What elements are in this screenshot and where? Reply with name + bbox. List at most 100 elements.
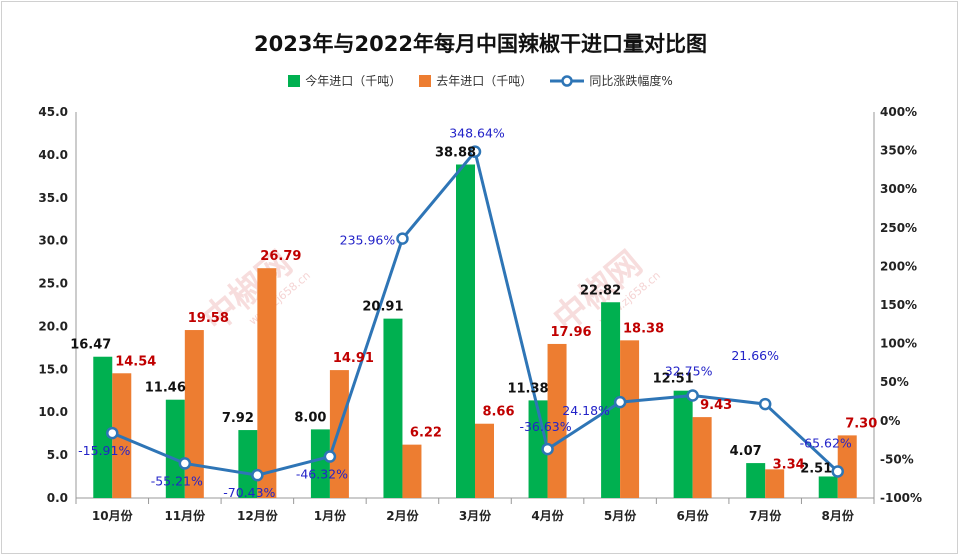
y-left-tick-label: 10.0 [38,405,68,419]
x-category-label: 11月份 [164,508,206,523]
bar-previous [837,435,857,498]
bar-current [456,164,475,498]
bar-previous [620,340,640,498]
bar-previous [257,268,277,498]
data-label-previous: 6.22 [410,426,442,441]
y-right-tick-label: 400% [880,105,917,119]
data-label-previous: 19.58 [188,311,229,326]
bar-current [601,302,621,498]
data-label-current: 38.88 [435,145,476,160]
data-label-previous: 18.38 [623,321,664,336]
bar-current [93,356,113,498]
bar-current [310,429,330,498]
y-left-tick-label: 25.0 [38,277,68,291]
bar-previous [547,343,567,498]
y-right-tick-label: 250% [880,221,917,235]
yoy-point [323,450,337,463]
data-label-yoy: -15.91% [78,443,130,458]
yoy-point [758,397,772,411]
yoy-point [251,468,264,482]
data-label-yoy: 348.64% [449,126,505,141]
data-label-yoy: -55.21% [151,473,203,488]
x-category-label: 12月份 [237,508,279,523]
data-label-current: 12.51 [653,372,694,387]
data-label-yoy: -65.62% [800,435,852,450]
x-category-label: 8月份 [822,508,855,523]
legend-item-previous: 去年进口（千吨） [419,72,532,89]
y-left-tick-label: 20.0 [38,319,68,333]
chart-title: 2023年与2022年每月中国辣椒干进口量对比图 [254,32,707,56]
y-right-tick-label: 350% [880,144,917,158]
yoy-point [468,145,482,158]
x-category-label: 5月份 [604,508,637,523]
y-right-tick-label: 50% [880,375,909,389]
yoy-point [396,232,409,245]
data-label-previous: 7.30 [845,416,877,431]
legend-item-current: 今年进口（千吨） [288,72,401,89]
legend-item-yoy: 同比涨跌幅度% [550,72,673,89]
bar-previous [329,370,349,498]
y-right-tick-label: -50% [880,452,914,466]
y-left-tick-label: 15.0 [38,362,68,376]
y-right-tick-label: 300% [880,182,917,196]
y-left-tick-label: 35.0 [38,191,68,205]
bar-previous [765,469,785,498]
yoy-point [178,457,192,470]
data-label-previous: 3.34 [773,457,805,472]
bar-previous [692,417,712,498]
data-label-previous: 14.54 [115,354,156,369]
y-left-tick-label: 0.0 [47,491,68,505]
yoy-point [106,426,119,440]
y-left-tick-label: 45.0 [38,105,68,119]
x-category-label: 1月份 [314,508,347,523]
y-left-tick-label: 5.0 [47,448,68,462]
x-category-label: 3月份 [459,508,492,523]
bar-current [383,318,403,498]
yoy-point [831,465,844,478]
bar-current [746,463,766,498]
data-label-current: 22.82 [580,283,621,298]
y-right-tick-label: -100% [880,491,922,505]
x-category-label: 7月份 [749,508,782,523]
yoy-point [613,395,627,409]
data-label-current: 11.38 [507,381,548,396]
data-label-current: 4.07 [730,444,762,459]
data-label-current: 2.51 [800,461,832,476]
data-label-previous: 9.43 [700,398,732,413]
x-category-label: 4月份 [531,508,564,523]
data-label-yoy: -46.32% [296,467,348,482]
y-left-tick-label: 40.0 [38,148,68,162]
x-category-label: 10月份 [92,508,134,523]
data-label-current: 20.91 [362,300,403,315]
data-label-current: 8.00 [294,410,326,425]
bar-previous [402,444,422,498]
data-label-yoy: -36.63% [519,419,571,434]
legend-swatch-yoy [550,74,585,87]
data-label-yoy: 21.66% [731,348,779,363]
y-right-tick-label: 200% [880,259,917,273]
legend-label-yoy: 同比涨跌幅度% [589,74,673,88]
yoy-point [686,389,699,402]
legend-label-current: 今年进口（千吨） [305,74,402,88]
data-label-yoy: 235.96% [340,233,396,248]
bar-previous [475,423,494,498]
data-label-yoy: 24.18% [562,403,610,418]
y-right-tick-label: 0% [880,414,900,428]
bar-previous [184,330,204,498]
data-label-previous: 8.66 [482,405,514,420]
data-label-current: 11.46 [145,381,186,396]
data-label-yoy: -70.43% [223,485,275,500]
y-right-tick-label: 100% [880,337,917,351]
data-label-current: 16.47 [70,338,111,353]
legend-label-previous: 去年进口（千吨） [436,74,533,88]
bar-current [818,476,838,498]
data-label-yoy: 32.75% [665,364,713,379]
data-label-previous: 26.79 [260,249,301,264]
y-left-tick-label: 30.0 [38,234,68,248]
bar-current [238,430,258,498]
x-category-label: 6月份 [676,508,709,523]
data-label-current: 7.92 [222,411,254,426]
legend-swatch-previous [419,74,432,87]
yoy-point [541,442,554,456]
